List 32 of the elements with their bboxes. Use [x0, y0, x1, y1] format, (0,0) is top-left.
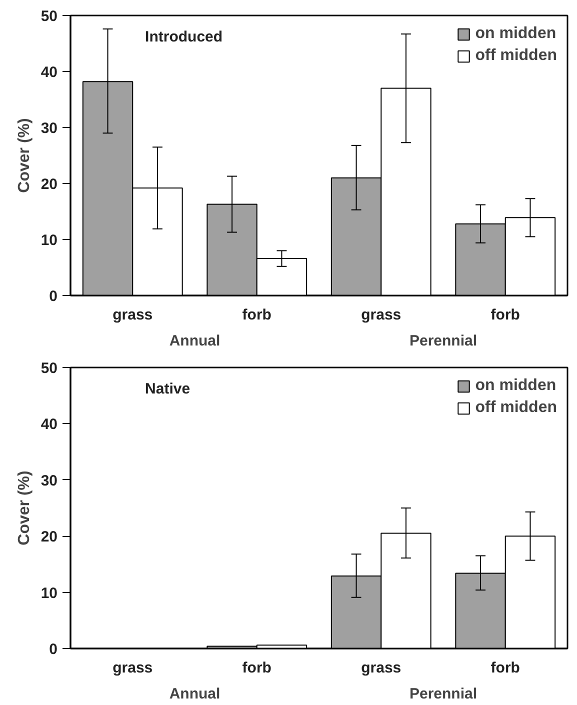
y-tick-label: 10	[40, 584, 58, 602]
text: Annual	[169, 686, 220, 702]
y-axis-title: Cover (%)	[16, 470, 33, 546]
x-tick-label: forb	[242, 660, 272, 676]
y-tick-label: 0	[49, 288, 58, 305]
x-tick-label: forb	[490, 306, 520, 324]
y-tick-label: 30	[40, 120, 58, 137]
x-tick-label: grass	[112, 306, 153, 324]
y-tick-label: 10	[40, 232, 58, 249]
y-tick-label: 50	[40, 8, 58, 25]
text: Annual	[169, 332, 220, 350]
x-tick-label: grass	[361, 660, 402, 676]
y-tick-label: 0	[49, 641, 58, 658]
text: Perennial	[409, 332, 478, 350]
y-tick-label: 50	[40, 360, 58, 377]
x-tick-label: forb	[242, 306, 272, 324]
y-tick-label: 30	[40, 472, 58, 490]
y-tick-label: 20	[40, 176, 58, 193]
legend-label: on midden	[475, 377, 556, 395]
legend-label: off midden	[475, 47, 557, 65]
y-tick-label: 40	[40, 64, 58, 81]
x-tick-label: grass	[361, 306, 402, 324]
text: Introduced	[145, 28, 223, 46]
text: Perennial	[409, 686, 478, 702]
x-tick-label: forb	[490, 660, 520, 676]
y-tick-label: 40	[40, 416, 58, 434]
y-tick-label: 20	[40, 528, 58, 546]
y-axis-title: Cover (%)	[16, 118, 33, 193]
text: Native	[145, 380, 190, 398]
x-tick-label: grass	[112, 660, 153, 676]
legend-label: on midden	[475, 25, 556, 43]
legend-label: off midden	[475, 399, 557, 417]
